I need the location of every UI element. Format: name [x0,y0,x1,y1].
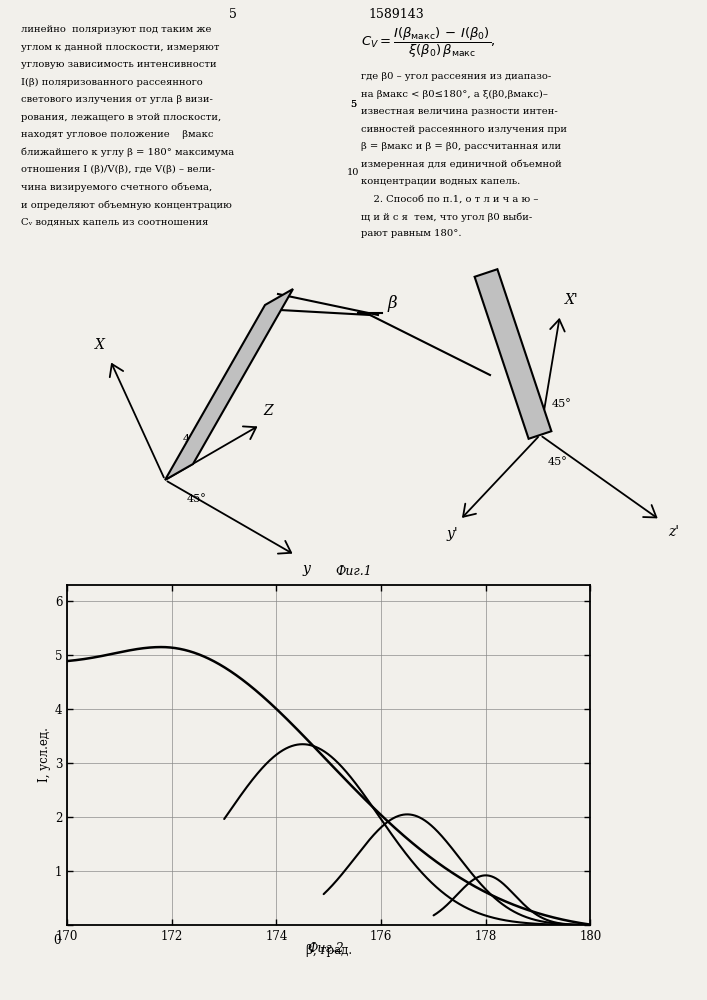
Text: концентрации водных капель.: концентрации водных капель. [361,177,520,186]
Text: y': y' [446,527,458,541]
Text: измеренная для единичной объемной: измеренная для единичной объемной [361,159,561,169]
Text: 2. Способ по п.1, о т л и ч а ю –: 2. Способ по п.1, о т л и ч а ю – [361,194,538,204]
Text: 45°: 45° [548,457,568,467]
Text: 1589143: 1589143 [368,8,423,21]
Text: Cᵥ водяных капель из соотношения: Cᵥ водяных капель из соотношения [21,218,209,227]
Text: и определяют объемную концентрацию: и определяют объемную концентрацию [21,200,232,210]
Text: Фиг.1: Фиг.1 [335,565,372,578]
Text: ближайшего к углу β = 180° максимума: ближайшего к углу β = 180° максимума [21,148,235,157]
Text: 45°: 45° [183,434,203,444]
Y-axis label: I, усл.ед.: I, усл.ед. [37,728,51,782]
Text: рают равным 180°.: рают равным 180°. [361,230,461,238]
Text: β = βмакс и β = β0, рассчитанная или: β = βмакс и β = β0, рассчитанная или [361,142,561,151]
Text: 5: 5 [351,100,356,109]
Text: находят угловое положение    βмакс: находят угловое положение βмакс [21,130,214,139]
Text: сивностей рассеянного излучения при: сивностей рассеянного излучения при [361,124,566,133]
Text: 5: 5 [351,100,356,109]
Text: где β0 – угол рассеяния из диапазо-: где β0 – угол рассеяния из диапазо- [361,72,551,81]
Text: на βмакс < β0≤180°, а ξ(β0,βмакс)–: на βмакс < β0≤180°, а ξ(β0,βмакс)– [361,89,547,99]
Text: 45°: 45° [552,399,572,409]
X-axis label: β, град.: β, град. [305,944,352,957]
Text: X: X [95,338,105,352]
Text: светового излучения от угла β визи-: светового излучения от угла β визи- [21,95,213,104]
Text: углом к данной плоскости, измеряют: углом к данной плоскости, измеряют [21,42,220,51]
Text: чина визируемого счетного объема,: чина визируемого счетного объема, [21,183,213,192]
Text: y: y [303,562,311,576]
Text: 45°: 45° [187,494,206,504]
Polygon shape [474,269,551,439]
Text: $C_V = \dfrac{I(\beta_{\mathsf{макс}})\,-\,I(\beta_0)}{\xi(\beta_0)\,\beta_{\mat: $C_V = \dfrac{I(\beta_{\mathsf{макс}})\,… [361,25,496,60]
Polygon shape [165,289,293,480]
Text: угловую зависимость интенсивности: угловую зависимость интенсивности [21,60,217,69]
Text: щ и й с я  тем, что угол β0 выби-: щ и й с я тем, что угол β0 выби- [361,212,532,222]
Text: Z: Z [263,404,273,418]
Text: z': z' [668,525,679,539]
Text: известная величина разности интен-: известная величина разности интен- [361,107,557,116]
Text: рования, лежащего в этой плоскости,: рования, лежащего в этой плоскости, [21,112,221,121]
Text: X': X' [565,293,579,307]
Text: линейно  поляризуют под таким же: линейно поляризуют под таким же [21,25,211,34]
Text: 0: 0 [54,934,61,946]
Text: Фиг.2: Фиг.2 [307,942,344,955]
Text: β: β [388,294,397,312]
Text: 5: 5 [229,8,238,21]
Text: отношения I (β)/V(β), где V(β) – вели-: отношения I (β)/V(β), где V(β) – вели- [21,165,215,174]
Text: I(β) поляризованного рассеянного: I(β) поляризованного рассеянного [21,78,203,87]
Text: 10: 10 [347,168,360,177]
